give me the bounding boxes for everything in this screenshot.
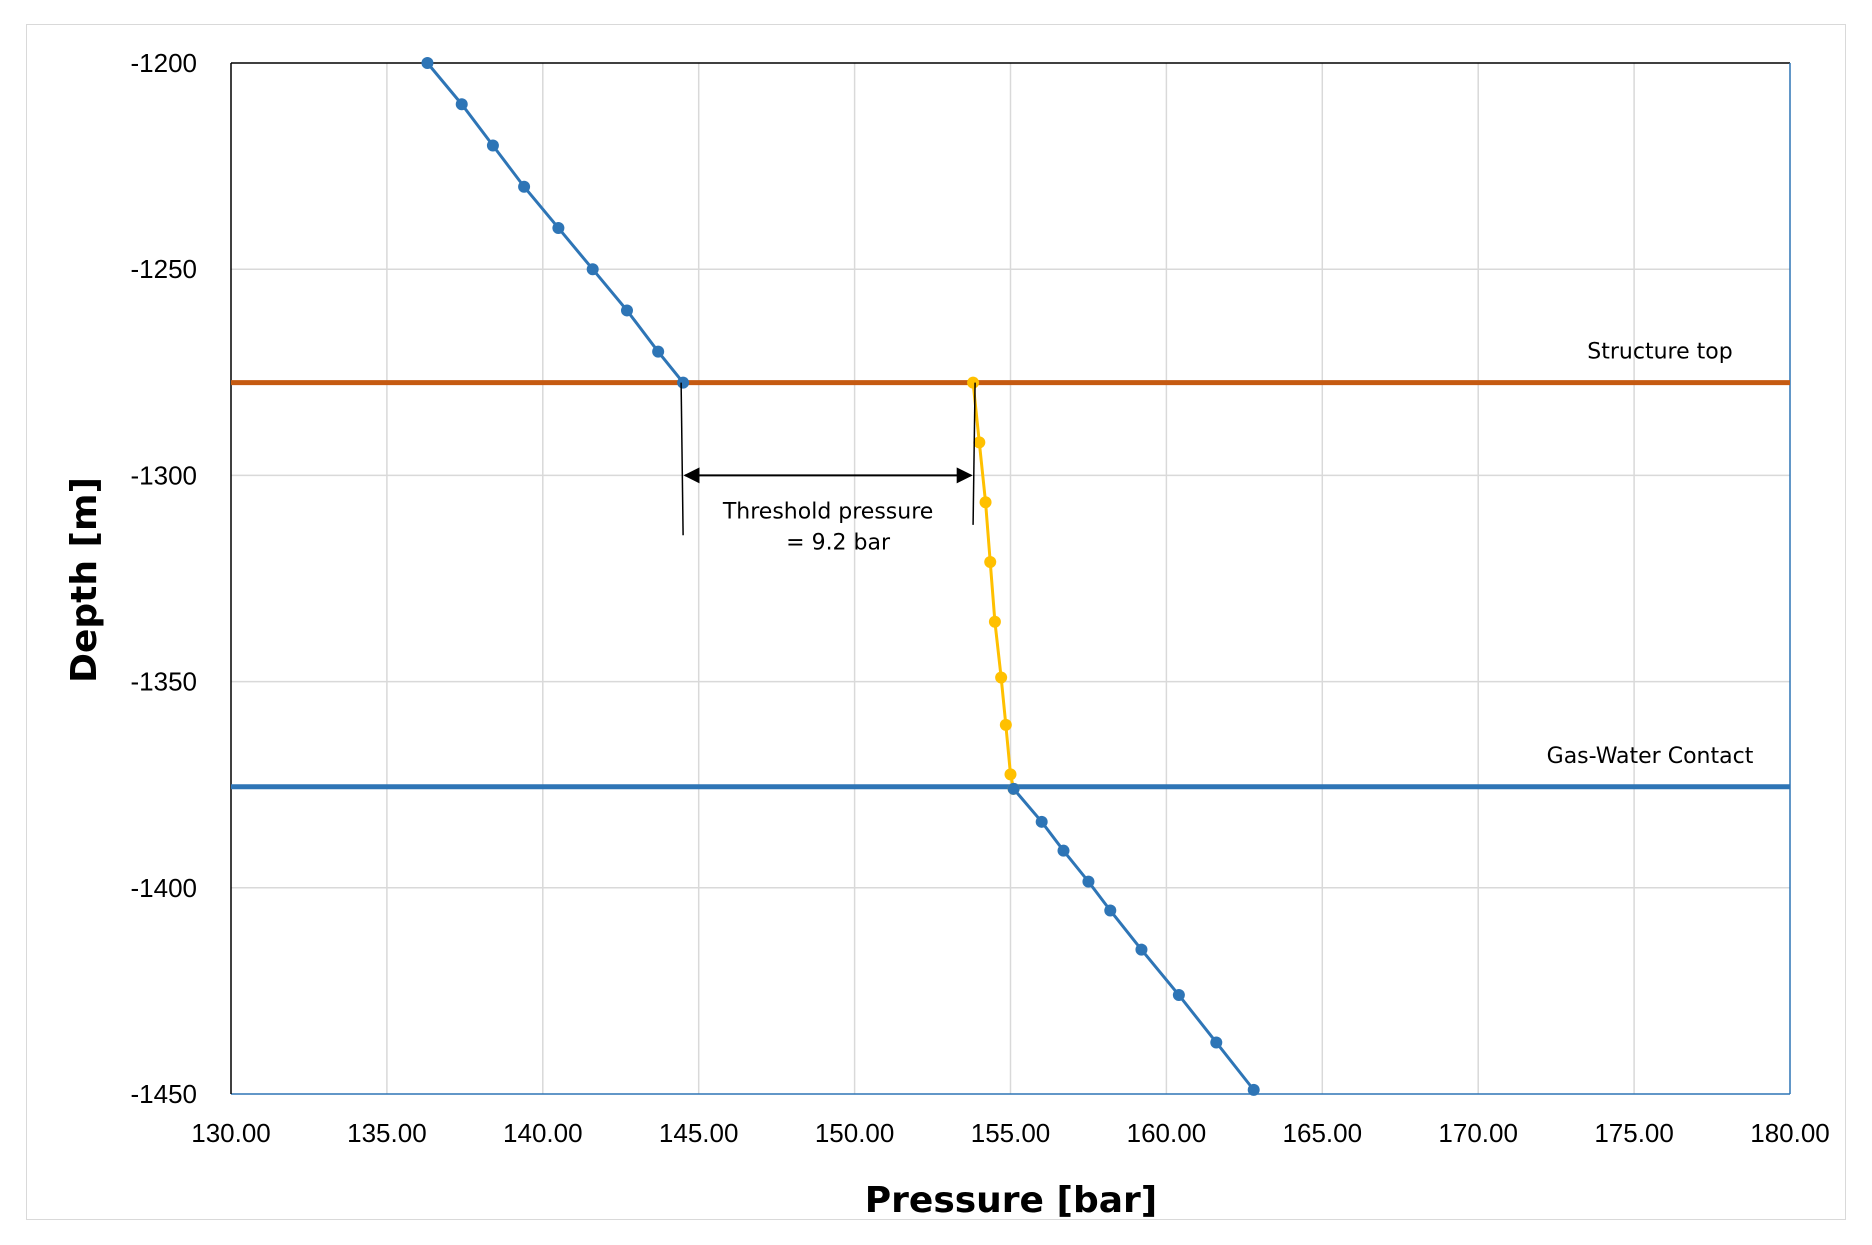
y-tick-label: -1350 — [131, 667, 198, 697]
x-tick-label: 175.00 — [1594, 1118, 1674, 1148]
data-point — [586, 263, 599, 276]
y-tick-label: -1250 — [131, 254, 198, 284]
x-tick-label: 130.00 — [191, 1118, 271, 1148]
data-point — [518, 180, 531, 193]
data-point — [1210, 1036, 1223, 1049]
data-point — [988, 615, 1001, 628]
data-point — [973, 436, 986, 449]
y-tick-label: -1450 — [131, 1079, 198, 1109]
data-point — [1057, 844, 1070, 857]
data-point — [486, 139, 499, 152]
x-tick-label: 145.00 — [659, 1118, 739, 1148]
x-tick-label: 180.00 — [1750, 1118, 1830, 1148]
x-tick-label: 165.00 — [1283, 1118, 1363, 1148]
data-point — [1172, 989, 1185, 1002]
x-tick-label: 140.00 — [503, 1118, 583, 1148]
data-point — [1004, 768, 1017, 781]
data-point — [1035, 815, 1048, 828]
y-tick-label: -1200 — [131, 48, 198, 78]
data-point — [652, 345, 665, 358]
series-line — [426, 62, 685, 384]
y-axis-title: Depth [m] — [64, 477, 105, 683]
threshold-right-tick — [972, 382, 976, 525]
data-point — [421, 57, 434, 69]
y-tick-label: -1400 — [131, 873, 198, 903]
x-tick-label: 170.00 — [1438, 1118, 1518, 1148]
y-tick-label: -1300 — [131, 460, 198, 490]
data-point — [552, 221, 565, 234]
data-point — [1082, 875, 1095, 888]
data-point — [1007, 782, 1020, 795]
threshold-left-tick — [680, 382, 684, 536]
data-point — [620, 304, 633, 317]
data-point — [979, 496, 992, 509]
threshold-label-line1: Threshold pressure — [722, 499, 933, 524]
threshold-label-line2: = 9.2 bar — [786, 530, 891, 555]
data-point — [1135, 943, 1148, 956]
structure-top-label: Structure top — [1587, 340, 1732, 365]
data-point — [999, 718, 1012, 731]
data-point — [1104, 904, 1117, 917]
data-point — [1247, 1083, 1260, 1096]
chart-frame — [26, 24, 1846, 1220]
x-axis-title: Pressure [bar] — [865, 1180, 1157, 1221]
data-point — [677, 376, 690, 389]
data-point — [995, 671, 1008, 684]
x-tick-label: 155.00 — [971, 1118, 1051, 1148]
data-point — [967, 376, 980, 389]
x-tick-label: 150.00 — [815, 1118, 895, 1148]
data-point — [455, 98, 468, 111]
x-tick-label: 160.00 — [1127, 1118, 1207, 1148]
data-point — [984, 556, 997, 569]
x-tick-label: 135.00 — [347, 1118, 427, 1148]
gas-water-contact-label: Gas-Water Contact — [1547, 744, 1754, 769]
